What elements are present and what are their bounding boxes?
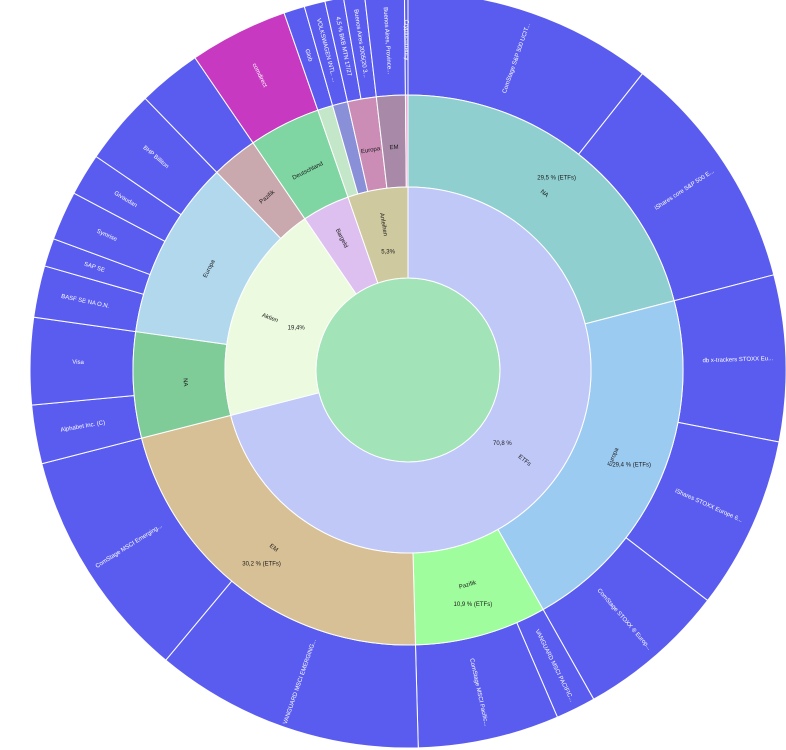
outer-ring [29,0,786,749]
segment-label-em: EM [268,543,279,553]
segment-aktien[interactable] [224,218,357,416]
segment-label-na: NA [539,189,549,199]
segment-percent-anleihen: 5,3% [381,250,395,256]
segment-percent-pazifik: 10,9 % (ETFs) [454,602,493,608]
segment-label-em: EM [389,145,398,152]
sunburst-center [315,277,501,463]
segment-percent-aktien: 19,4% [288,325,306,331]
inner-ring [224,186,592,554]
segment-percent-em: 30,2 % (ETFs) [242,562,281,568]
segment-label-pazifik: Pazifik [458,580,478,591]
segment-label-db-x-trackers-stoxx-eu: db x-trackers STOXX Eu... [702,356,773,364]
segment-percent-etfs: 70,8 % [493,441,512,447]
segment-label-na: NA [182,378,188,387]
segment-label-europa: Europa [361,146,382,155]
segment-etfs[interactable] [230,186,592,554]
segment-label-visa: Visa [72,360,84,366]
middle-ring [132,94,684,646]
segment-label-aktien: Aktien [261,313,279,325]
segment-percent-na: 29,5 % (ETFs) [537,175,576,181]
segment-anleihen[interactable] [347,186,409,284]
segment-anleihen-segment[interactable] [404,94,409,188]
segment-label-cryptocurrency: Cryptocurrency [403,20,409,61]
segment-percent-europa: 29,4 % (ETFs) [612,463,651,469]
segment-label-glob: Glob [303,49,313,64]
segment-label-buenos-aires-province: Buenos Aires, Province... [382,7,392,75]
segment-label-anleihen: Anleihen [378,213,388,237]
